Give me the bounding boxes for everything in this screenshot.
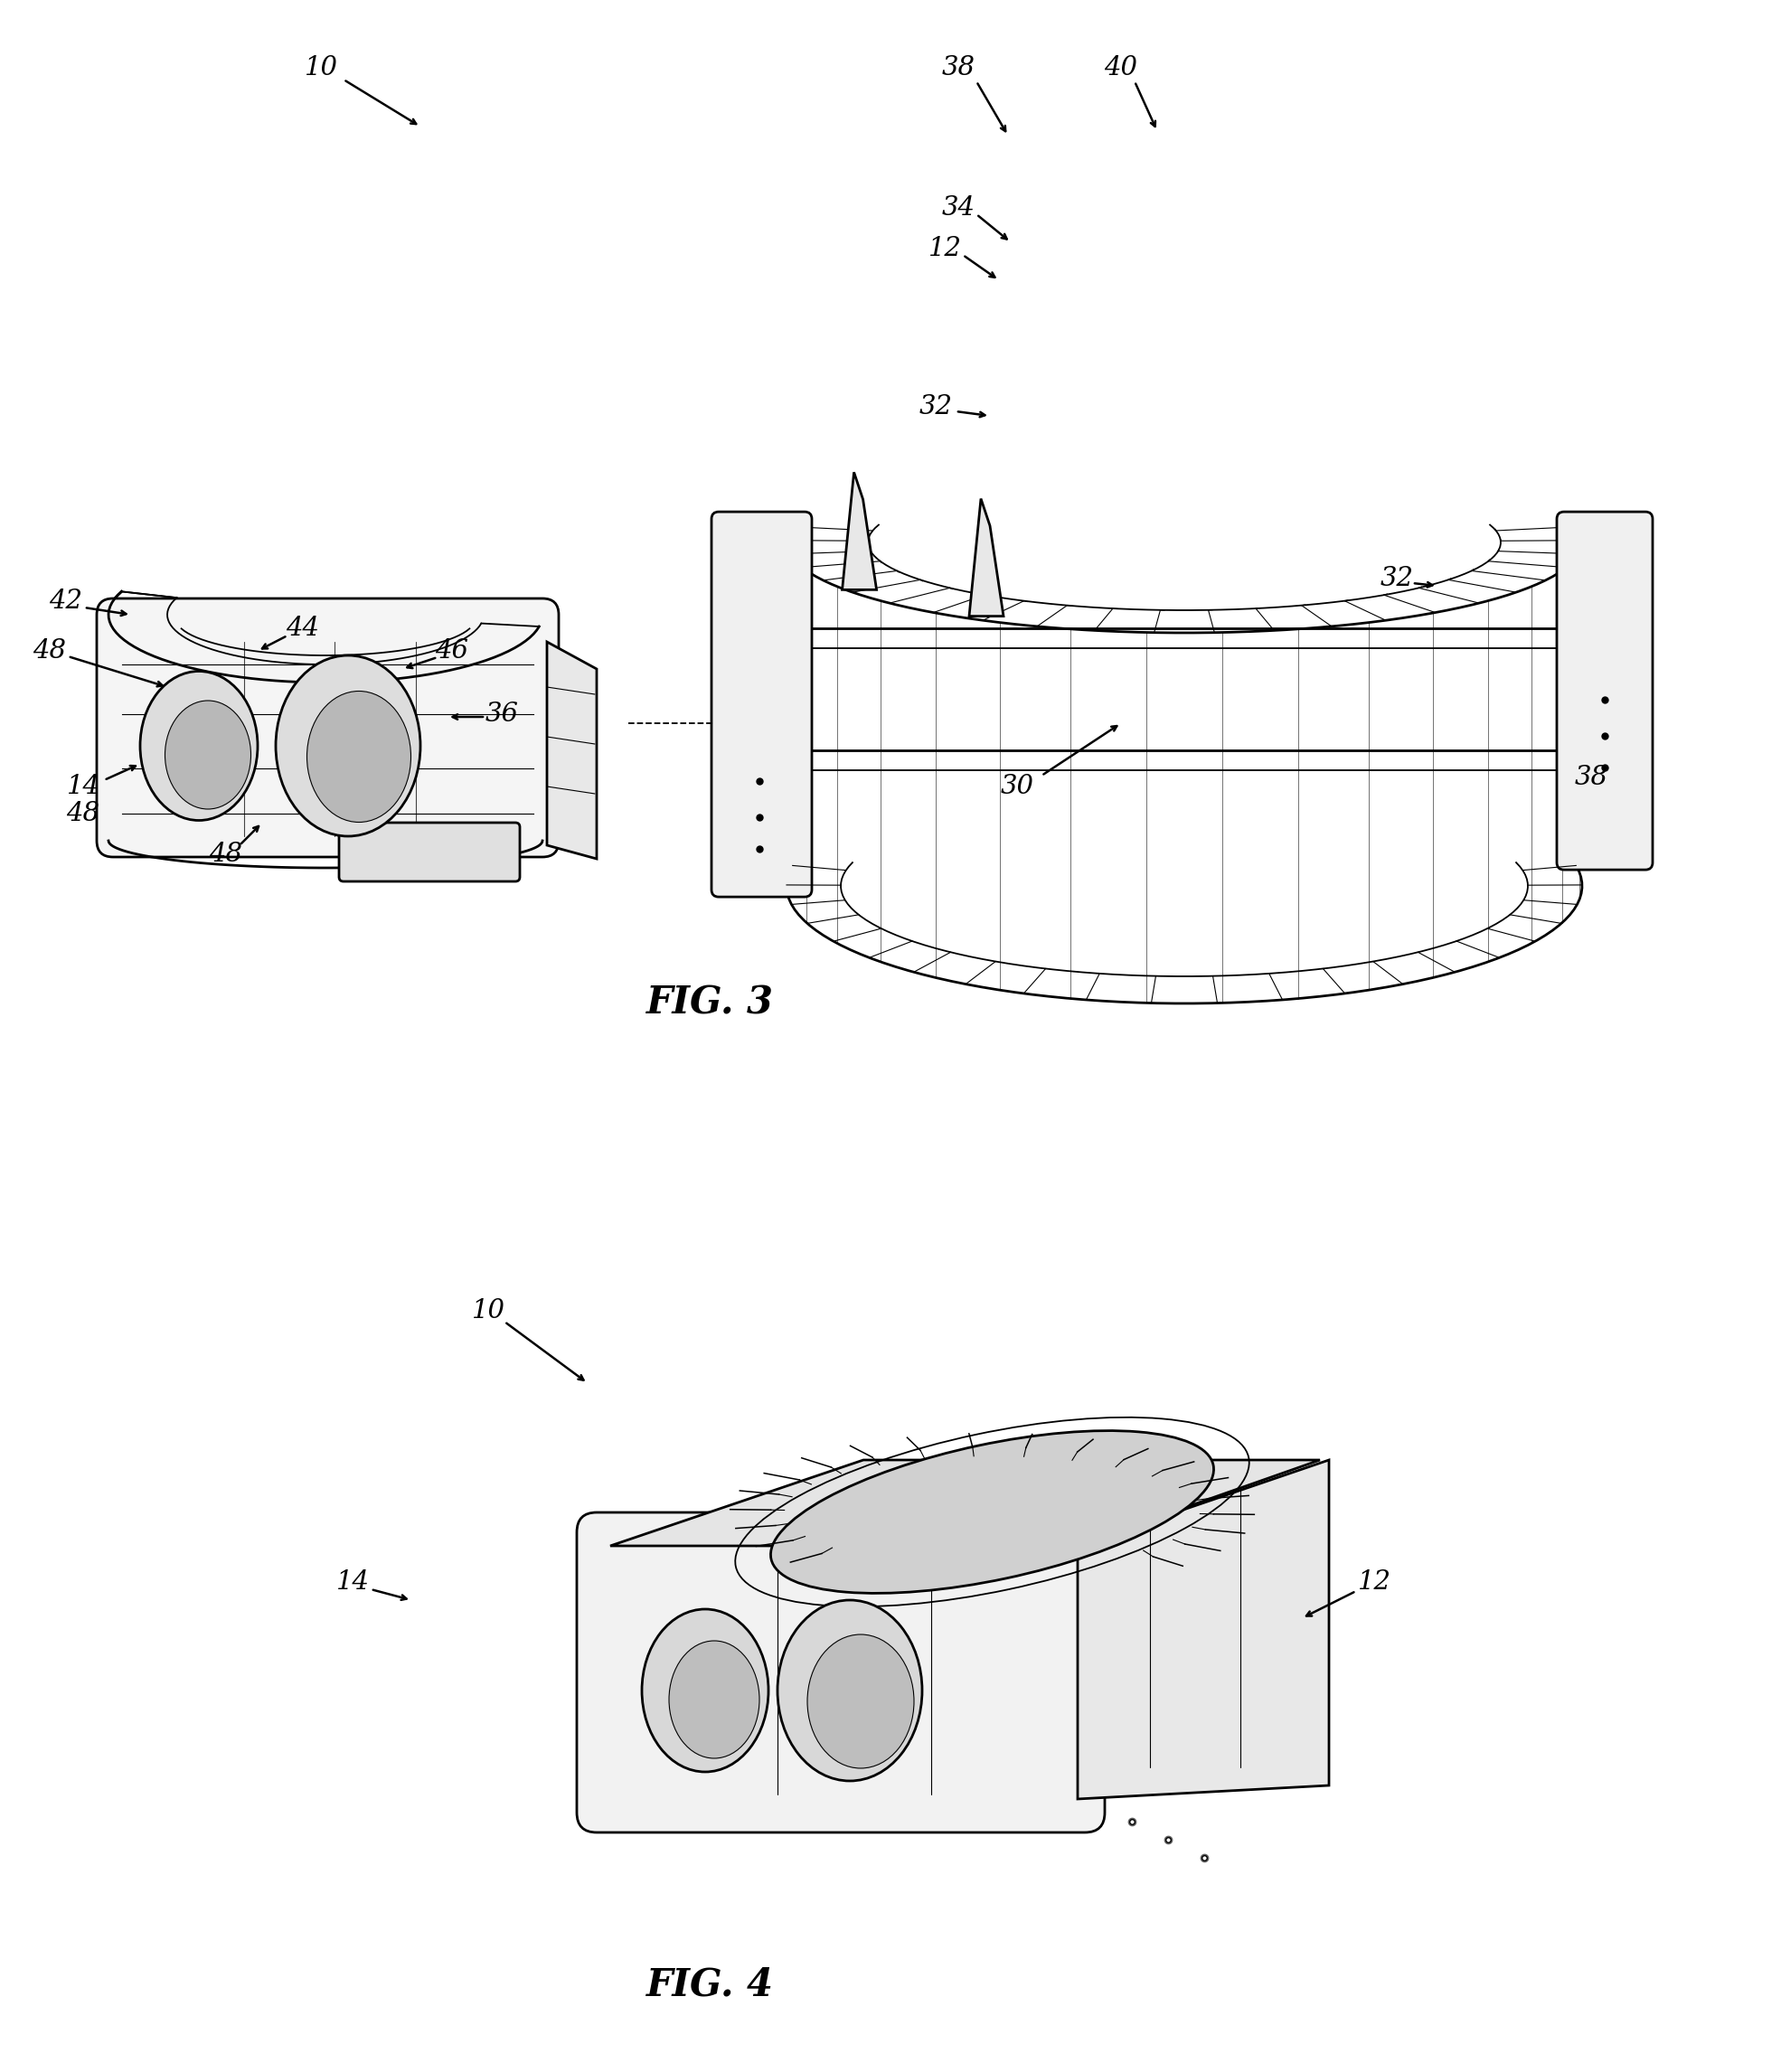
Ellipse shape: [276, 655, 420, 837]
Ellipse shape: [771, 1430, 1213, 1593]
Ellipse shape: [166, 700, 251, 808]
Text: 10: 10: [472, 1299, 506, 1324]
Text: 48: 48: [66, 802, 100, 827]
Text: 38: 38: [942, 56, 974, 81]
FancyBboxPatch shape: [1557, 512, 1653, 870]
Ellipse shape: [641, 1610, 768, 1772]
Text: 14: 14: [337, 1569, 369, 1595]
Text: 14: 14: [66, 773, 100, 800]
Text: 34: 34: [942, 195, 974, 220]
Text: 40: 40: [1104, 56, 1138, 81]
FancyBboxPatch shape: [577, 1513, 1104, 1832]
FancyBboxPatch shape: [96, 599, 559, 858]
Ellipse shape: [306, 692, 411, 823]
Text: 46: 46: [435, 638, 468, 663]
Polygon shape: [547, 642, 597, 858]
Text: 12: 12: [1357, 1569, 1391, 1595]
Text: FIG. 4: FIG. 4: [647, 1966, 773, 2004]
Text: 44: 44: [287, 615, 319, 640]
Text: FIG. 3: FIG. 3: [647, 984, 773, 1021]
Text: 38: 38: [1574, 765, 1608, 789]
Text: 36: 36: [484, 702, 518, 727]
FancyBboxPatch shape: [338, 823, 520, 881]
FancyBboxPatch shape: [711, 512, 812, 897]
Text: 30: 30: [1001, 773, 1033, 800]
Polygon shape: [842, 472, 876, 591]
Polygon shape: [1078, 1461, 1329, 1798]
Ellipse shape: [778, 1600, 923, 1782]
Polygon shape: [611, 1461, 1320, 1546]
Text: 48: 48: [210, 841, 242, 866]
Polygon shape: [969, 499, 1003, 615]
Text: 42: 42: [50, 588, 82, 613]
Text: 12: 12: [928, 236, 962, 261]
Ellipse shape: [141, 671, 258, 821]
Text: 32: 32: [919, 394, 953, 419]
Text: 48: 48: [34, 638, 66, 663]
Text: 10: 10: [305, 56, 338, 81]
Text: 32: 32: [1380, 566, 1414, 591]
Ellipse shape: [670, 1641, 759, 1759]
Ellipse shape: [807, 1635, 914, 1767]
